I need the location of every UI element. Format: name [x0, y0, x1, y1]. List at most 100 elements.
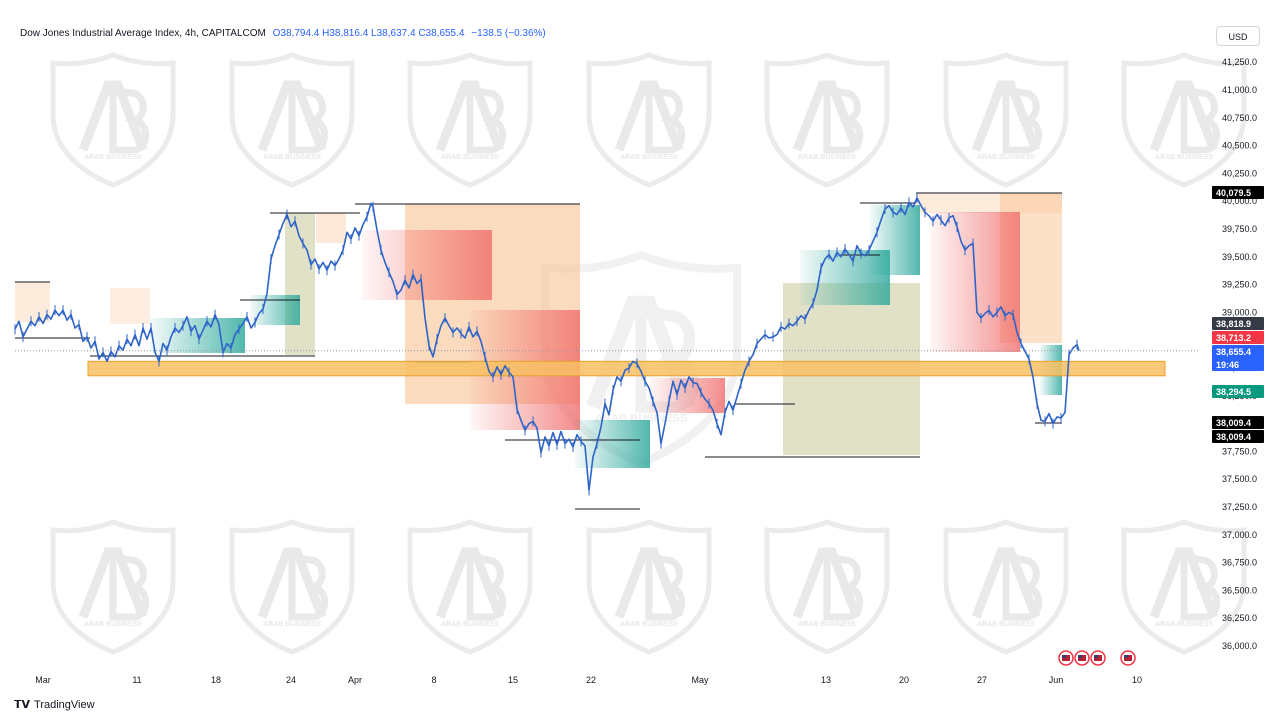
ab-shield-logo: ARAB BUSINESS — [943, 519, 1069, 655]
y-tick-label: 40,750.0 — [1222, 113, 1257, 123]
chart-legend: Dow Jones Industrial Average Index, 4h, … — [20, 28, 546, 39]
ab-shield-logo: ARAB BUSINESS — [50, 52, 176, 188]
x-tick-label: 27 — [977, 675, 987, 685]
x-tick-label: May — [691, 675, 709, 685]
structure-box — [916, 193, 1062, 213]
ab-shield-logo: ARAB BUSINESS — [50, 519, 176, 655]
price-series — [14, 192, 1200, 496]
y-tick-label: 37,000.0 — [1222, 530, 1257, 540]
watermark-text: ARAB BUSINESS — [84, 621, 142, 628]
x-tick-label: 22 — [586, 675, 596, 685]
y-tick-label: 37,750.0 — [1222, 446, 1257, 456]
x-tick-label: Mar — [35, 675, 51, 685]
economic-event-icon[interactable] — [1090, 650, 1106, 666]
watermark-text: ARAB BUSINESS — [977, 154, 1035, 161]
x-tick-label: Jun — [1049, 675, 1064, 685]
trend-band — [362, 230, 492, 300]
trend-band — [870, 205, 920, 275]
ab-shield-logo: ARAB BUSINESS — [586, 52, 712, 188]
y-tick-label: 40,500.0 — [1222, 141, 1257, 151]
watermark-text: ARAB BUSINESS — [798, 154, 856, 161]
y-tick-label: 40,000.0 — [1222, 196, 1257, 206]
price-tag-value: 40,079.5 — [1216, 188, 1251, 198]
x-tick-label: 13 — [821, 675, 831, 685]
price-change: −138.5 (−0.36%) — [471, 28, 546, 39]
watermark-text: ARAB BUSINESS — [84, 154, 142, 161]
y-tick-label: 40,250.0 — [1222, 168, 1257, 178]
watermark-text: ARAB BUSINESS — [798, 621, 856, 628]
economic-event-icon[interactable] — [1058, 650, 1074, 666]
x-tick-label: 20 — [899, 675, 909, 685]
ab-shield-logo: ARAB BUSINESS — [229, 52, 355, 188]
price-line — [14, 197, 1080, 492]
price-tag-value: 38,009.4 — [1216, 418, 1251, 428]
watermark-layer: ARAB BUSINESS ARAB BUSINESS ARAB BUSINESS A… — [50, 52, 1247, 655]
y-tick-label: 41,000.0 — [1222, 85, 1257, 95]
y-tick-label: 36,500.0 — [1222, 585, 1257, 595]
symbol-title[interactable]: Dow Jones Industrial Average Index, 4h, … — [20, 28, 266, 39]
ab-shield-logo: ARAB BUSINESS — [764, 52, 890, 188]
ab-shield-logo: ARAB BUSINESS — [1121, 519, 1247, 655]
ohlc-values: O38,794.4 H38,816.4 L38,637.4 C38,655.4 — [272, 28, 465, 39]
watermark-text: ARAB BUSINESS — [620, 621, 678, 628]
brand-name: TradingView — [34, 698, 95, 711]
structure-boxes — [15, 192, 1062, 510]
economic-event-icon[interactable] — [1074, 650, 1090, 666]
ab-shield-logo: ARAB BUSINESS — [943, 52, 1069, 188]
tradingview-logo-icon: 𝗧𝗩 — [14, 699, 31, 711]
price-tag: 38,818.9 — [1212, 317, 1264, 330]
y-tick-label: 39,500.0 — [1222, 252, 1257, 262]
price-tag: 38,009.4 — [1212, 416, 1264, 429]
ab-shield-logo: ARAB BUSINESS — [764, 519, 890, 655]
ab-shield-logo: ARAB BUSINESS — [407, 52, 533, 188]
price-tag: 38,009.4 — [1212, 430, 1264, 443]
y-tick-label: 41,250.0 — [1222, 57, 1257, 67]
price-tag-value: 38,818.9 — [1216, 319, 1251, 329]
y-tick-label: 36,000.0 — [1222, 641, 1257, 651]
economic-event-icon[interactable] — [1120, 650, 1136, 666]
x-tick-label: 15 — [508, 675, 518, 685]
watermark-text: ARAB BUSINESS — [441, 621, 499, 628]
y-tick-label: 36,250.0 — [1222, 613, 1257, 623]
tradingview-brand[interactable]: 𝗧𝗩 TradingView — [14, 698, 95, 712]
structure-box — [316, 213, 346, 243]
ab-shield-logo: ARAB BUSINESS — [1121, 52, 1247, 188]
watermark-text: ARAB BUSINESS — [1155, 154, 1213, 161]
ab-shield-logo: ARAB BUSINESS — [407, 519, 533, 655]
structure-box — [110, 288, 150, 324]
price-tag: 38,713.2 — [1212, 331, 1264, 344]
y-tick-label: 36,750.0 — [1222, 558, 1257, 568]
trend-band — [575, 420, 650, 468]
price-tag-countdown: 19:46 — [1216, 360, 1239, 370]
watermark-text: ARAB BUSINESS — [441, 154, 499, 161]
x-tick-label: Apr — [348, 675, 362, 685]
structure-box — [285, 213, 315, 355]
x-tick-label: 18 — [211, 675, 221, 685]
price-tag-value: 38,655.4 — [1216, 347, 1251, 357]
y-tick-label: 37,500.0 — [1222, 474, 1257, 484]
watermark-text: ARAB BUSINESS — [977, 621, 1035, 628]
x-tick-label: 8 — [431, 675, 436, 685]
watermark-text: ARAB BUSINESS — [263, 154, 321, 161]
price-tag: 38,655.4 19:46 — [1212, 345, 1264, 371]
x-tick-label: 24 — [286, 675, 296, 685]
ab-shield-logo: ARAB BUSINESS — [229, 519, 355, 655]
price-tag: 40,079.5 — [1212, 186, 1264, 199]
watermark-text: ARAB BUSINESS — [620, 154, 678, 161]
y-tick-label: 39,000.0 — [1222, 307, 1257, 317]
watermark-text: ARAB BUSINESS — [1155, 621, 1213, 628]
structure-box — [15, 282, 50, 322]
x-tick-label: 11 — [132, 675, 141, 685]
ab-shield-logo: ARAB BUSINESS — [586, 519, 712, 655]
y-tick-label: 39,750.0 — [1222, 224, 1257, 234]
price-tag-value: 38,009.4 — [1216, 432, 1251, 442]
watermark-text: ARAB BUSINESS — [263, 621, 321, 628]
price-tag-value: 38,294.5 — [1216, 387, 1251, 397]
price-tag-value: 38,713.2 — [1216, 333, 1251, 343]
x-tick-label: 10 — [1132, 675, 1142, 685]
currency-button[interactable]: USD — [1216, 26, 1260, 46]
y-tick-label: 39,250.0 — [1222, 280, 1257, 290]
price-tags: 40,079.538,818.938,713.238,655.419:4638,… — [1212, 186, 1264, 443]
